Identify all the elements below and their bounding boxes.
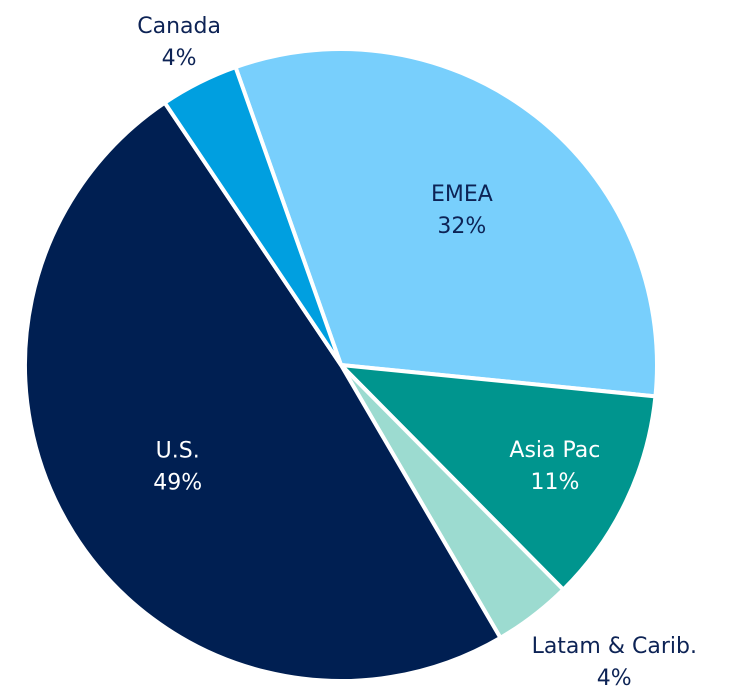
pie-slice	[23, 100, 503, 683]
slice-value-label: 4%	[162, 46, 197, 71]
slice-value-label: 49%	[153, 470, 202, 495]
pie-slice	[233, 47, 659, 399]
slice-label: EMEA	[431, 182, 493, 207]
slice-value-label: 4%	[597, 666, 632, 691]
slice-value-label: 11%	[530, 470, 579, 495]
slice-label: Asia Pac	[509, 438, 600, 463]
slice-label: Latam & Carib.	[532, 634, 697, 659]
slice-value-label: 32%	[437, 214, 486, 239]
slice-label: U.S.	[156, 438, 200, 463]
pie-slice	[339, 363, 658, 592]
pie-slice	[162, 65, 343, 367]
slice-label: Canada	[137, 14, 221, 39]
